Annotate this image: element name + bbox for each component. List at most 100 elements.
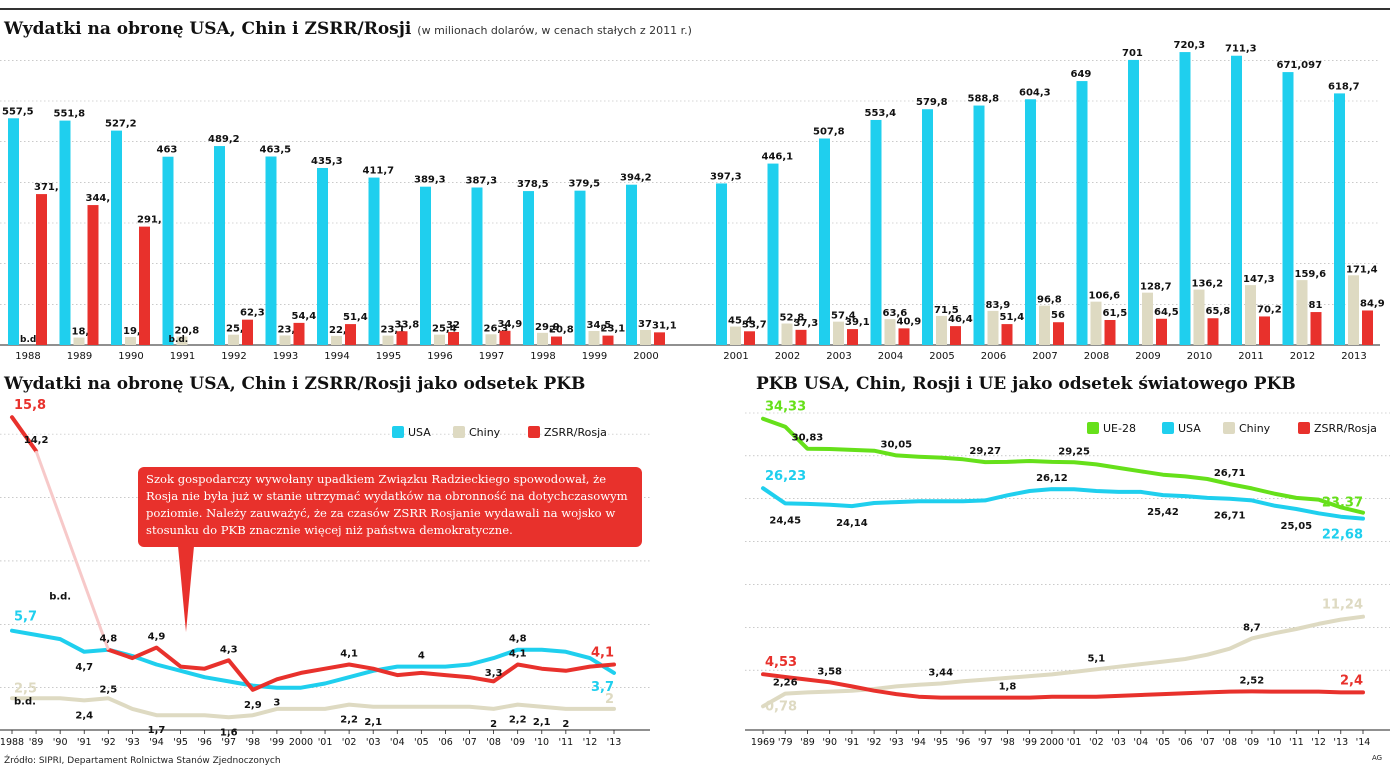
x-tick-label: 1991: [170, 351, 195, 362]
bar-label-usa: 446,1: [762, 152, 794, 163]
bar-china: [228, 334, 239, 345]
data-label-russia: 2,9: [244, 700, 262, 711]
x-tick-label: 2004: [878, 351, 903, 362]
bar-label-usa: 551,8: [54, 109, 86, 120]
data-label-usa: 5,7: [14, 610, 37, 625]
bar-usa: [162, 156, 174, 345]
bar-label-russia: 54,4: [292, 311, 317, 322]
bar-usa: [471, 187, 483, 345]
data-label-usa: 3,3: [485, 668, 503, 679]
bar-russia: [1053, 322, 1064, 345]
bar-label-usa: 579,8: [916, 97, 948, 108]
bar-russia: [1259, 316, 1270, 345]
bar-label-russia: 61,5: [1103, 308, 1128, 319]
x-tick-label: '97: [221, 737, 236, 748]
data-label-usa: 3,7: [591, 680, 614, 695]
bar-usa: [1179, 52, 1191, 345]
bar-label-china: 29,9: [535, 322, 560, 333]
x-tick-label: 2000: [633, 351, 658, 362]
bar-russia: [1104, 319, 1116, 345]
bar-label-china: 18,3: [72, 327, 97, 338]
data-label-usa: 4,7: [75, 662, 93, 673]
bar-label-usa: 489,2: [208, 134, 240, 145]
x-tick-label: '94: [911, 737, 926, 748]
x-tick-label: '99: [1022, 737, 1037, 748]
bar-label-russia: 20,8: [549, 325, 574, 336]
x-tick-label: 1998: [530, 351, 555, 362]
x-tick-label: '03: [1111, 737, 1126, 748]
x-tick-label: '07: [1200, 737, 1215, 748]
bar-russia: [499, 330, 511, 345]
bar-label-china: 45,4: [728, 316, 753, 327]
data-label-china: 1,6: [220, 727, 238, 738]
bar-label-usa: 463,5: [260, 145, 292, 156]
bar-label-usa: 394,2: [620, 173, 652, 184]
bar-label-russia: 62,3: [240, 308, 265, 319]
bar-russia: [795, 329, 807, 345]
bar-russia: [551, 336, 562, 345]
x-tick-label: '99: [270, 737, 285, 748]
data-label-usa: 3: [273, 698, 280, 709]
bar-label-usa: 435,3: [311, 156, 343, 167]
x-tick-label: 1994: [324, 351, 349, 362]
legend-swatch-usa: [392, 426, 404, 438]
bar-label-china: 106,6: [1089, 291, 1121, 302]
bar-label-russia: 34,9: [498, 319, 523, 330]
bar-label-usa: 463: [157, 145, 178, 156]
bar-china: [1039, 305, 1050, 345]
data-label-usa: 25,05: [1281, 521, 1313, 532]
bar-label-usa: 557,5: [2, 106, 34, 117]
bar-usa: [767, 163, 779, 345]
bar-russia: [950, 326, 961, 345]
legend-swatch-usa: [1162, 422, 1174, 434]
bar-russia: [654, 332, 665, 345]
bar-label-china: 22,4: [329, 325, 354, 336]
legend-label-china: Chiny: [469, 426, 501, 439]
bar-russia: [139, 226, 150, 345]
x-tick-label: '91: [77, 737, 92, 748]
bar-label-china: 83,9: [986, 300, 1011, 311]
data-label-china: 5,1: [1087, 653, 1105, 664]
data-label-eu: 23,37: [1322, 496, 1363, 511]
x-tick-label: '89: [29, 737, 44, 748]
x-tick-label: '01: [318, 737, 333, 748]
x-tick-label: '93: [125, 737, 140, 748]
x-tick-label: '04: [390, 737, 405, 748]
bar-chart: 557,5 b.d. 371,1 1988 551,8 18,3 344,1 1989 527,…: [0, 40, 1385, 362]
author-credit: AG: [1372, 754, 1383, 762]
x-tick-label: 1969: [751, 737, 775, 748]
bar-label-usa: 389,3: [414, 175, 446, 186]
x-tick-label: '05: [414, 737, 429, 748]
legend-swatch-eu: [1087, 422, 1099, 434]
data-label-china: 11,24: [1322, 598, 1363, 613]
data-label-eu: 29,25: [1058, 446, 1090, 457]
bar-label-china: 159,6: [1295, 269, 1327, 280]
bar-label-russia: 40,9: [897, 316, 922, 327]
data-label-usa: 24,45: [769, 515, 801, 526]
bar-label-russia: 291,1: [137, 215, 169, 226]
bar-russia: [1310, 312, 1322, 345]
bar-china: [1245, 285, 1256, 345]
x-tick-label: '03: [366, 737, 381, 748]
x-tick-label: 1996: [427, 351, 452, 362]
legend-swatch-russia: [1298, 422, 1310, 434]
bar-label-russia: 39,1: [845, 317, 870, 328]
bar-label-russia: 31,1: [652, 320, 677, 331]
x-tick-label: '01: [1067, 737, 1082, 748]
bar-label-usa: 553,4: [865, 108, 897, 119]
bar-label-usa: 397,3: [710, 171, 742, 182]
bar-chart-title: Wydatki na obronę USA, Chin i ZSRR/Rosji…: [4, 19, 692, 39]
callout-pointer: [178, 546, 194, 632]
bar-label-china: 136,2: [1192, 279, 1224, 290]
bar-china: [485, 334, 497, 345]
bar-russia: [602, 335, 614, 345]
bar-label-russia: 81: [1309, 300, 1323, 311]
x-tick-label: 1990: [118, 351, 143, 362]
series-line-eu: [761, 416, 1365, 515]
x-tick-label: '96: [197, 737, 212, 748]
bar-label-china: 20,8: [175, 326, 200, 337]
x-tick-label: '98: [245, 737, 260, 748]
x-tick-label: '08: [1222, 737, 1237, 748]
bar-usa: [922, 109, 933, 346]
